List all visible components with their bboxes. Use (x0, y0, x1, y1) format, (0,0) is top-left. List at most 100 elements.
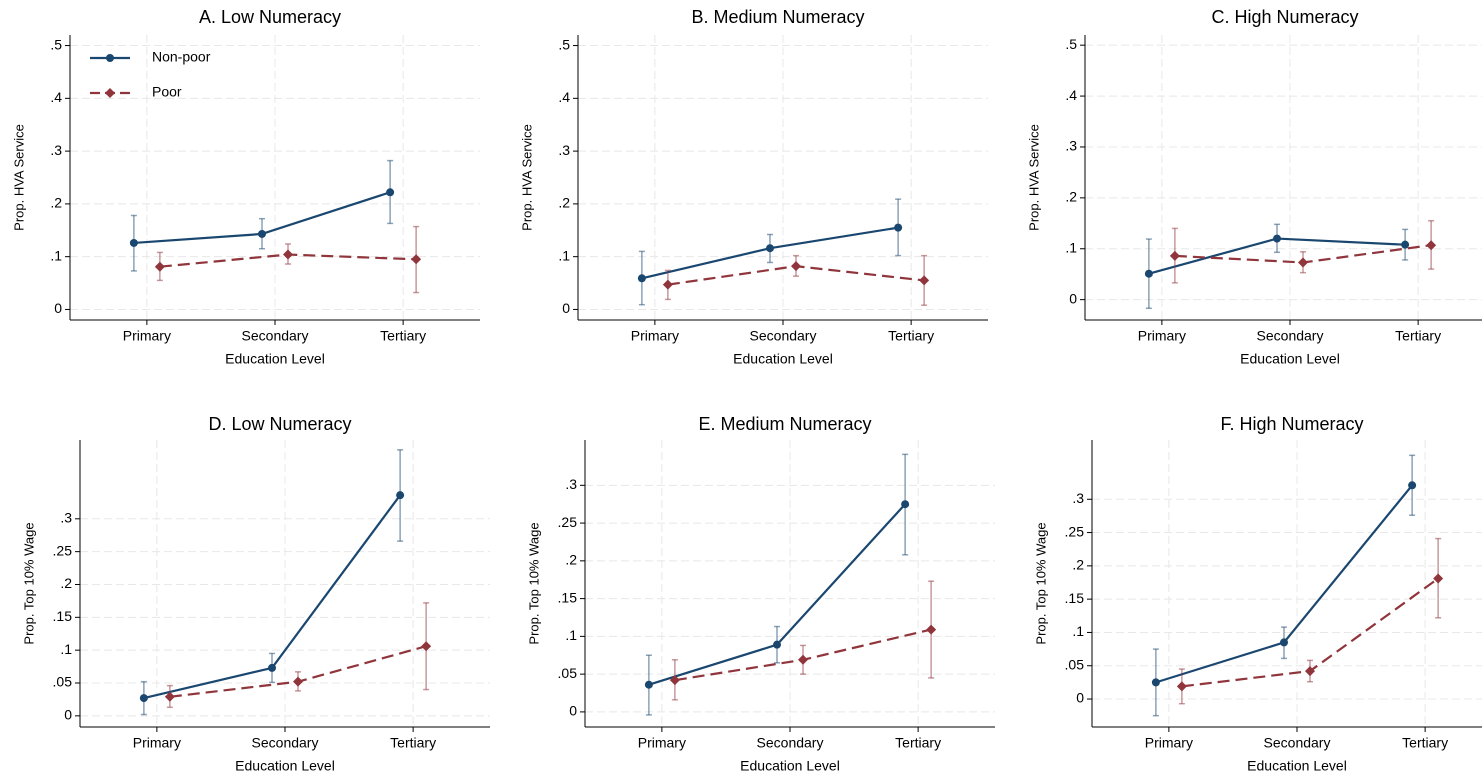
panel-title: B. Medium Numeracy (691, 7, 864, 27)
legend-marker (105, 88, 115, 98)
y-tick-label: 0 (54, 300, 62, 316)
y-tick-label: .3 (565, 476, 577, 492)
point (1426, 240, 1437, 251)
x-tick-label: Primary (638, 735, 686, 751)
y-tick-label: .1 (565, 627, 577, 643)
y-tick-label: .1 (558, 247, 570, 263)
y-tick-label: .2 (1072, 557, 1084, 573)
point (1433, 573, 1444, 584)
y-tick-label: 0 (1076, 690, 1084, 706)
x-tick-label: Primary (1138, 328, 1186, 344)
y-tick-label: .05 (1065, 656, 1085, 672)
point (901, 500, 910, 509)
y-tick-label: .25 (53, 542, 73, 558)
x-tick-label: Secondary (242, 328, 309, 344)
y-tick-label: .05 (53, 674, 73, 690)
point (1280, 638, 1288, 647)
x-tick-label: Primary (631, 328, 679, 344)
legend-marker (106, 54, 114, 62)
legend-label: Non-poor (152, 49, 211, 65)
point (1273, 234, 1281, 243)
x-tick-label: Tertiary (380, 328, 426, 344)
panel-title: A. Low Numeracy (199, 7, 341, 27)
panel-title: C. High Numeracy (1211, 7, 1358, 27)
point (164, 691, 175, 702)
y-tick-label: .15 (53, 608, 73, 624)
y-tick-label: .2 (558, 195, 570, 211)
y-tick-label: .2 (565, 552, 577, 568)
point (258, 229, 266, 238)
point (1176, 681, 1187, 692)
y-axis-label: Prop. Top 10% Wage (1033, 522, 1048, 644)
point (662, 279, 673, 290)
point (894, 223, 903, 232)
x-axis-label: Education Level (235, 758, 335, 774)
point (669, 675, 680, 686)
y-tick-label: .4 (558, 89, 570, 105)
y-tick-label: .1 (50, 247, 62, 263)
panel-title: F. High Numeracy (1220, 414, 1363, 434)
point (1169, 250, 1180, 261)
legend-label: Poor (152, 84, 182, 100)
y-tick-label: .2 (1065, 189, 1077, 205)
point (293, 676, 303, 687)
y-tick-label: .1 (1072, 623, 1084, 639)
x-axis-label: Education Level (733, 351, 833, 367)
y-tick-label: 0 (64, 707, 72, 723)
x-axis-label: Education Level (225, 351, 325, 367)
y-tick-label: .15 (558, 589, 578, 605)
point (1298, 257, 1308, 268)
point (1401, 240, 1410, 249)
point (637, 274, 646, 283)
x-tick-label: Primary (1145, 735, 1193, 751)
point (139, 694, 148, 703)
y-tick-label: .15 (1065, 590, 1085, 606)
y-axis-label: Prop. Top 10% Wage (526, 522, 541, 644)
y-tick-label: .5 (1065, 36, 1077, 52)
y-tick-label: .3 (1065, 138, 1077, 154)
point (154, 261, 165, 272)
y-tick-label: .1 (1065, 239, 1077, 255)
point (1305, 666, 1315, 677)
point (791, 261, 801, 272)
y-tick-label: .5 (558, 36, 570, 52)
x-axis-label: Education Level (1247, 758, 1347, 774)
y-tick-label: .2 (60, 575, 72, 591)
x-tick-label: Secondary (750, 328, 817, 344)
point (268, 663, 276, 672)
y-axis-label: Prop. HVA Service (519, 124, 534, 231)
point (926, 624, 937, 635)
point (386, 188, 395, 197)
y-tick-label: .1 (60, 641, 72, 657)
point (1408, 481, 1417, 490)
point (129, 238, 138, 247)
x-tick-label: Tertiary (390, 735, 436, 751)
point (396, 491, 405, 500)
x-tick-label: Secondary (757, 735, 824, 751)
x-tick-label: Secondary (1257, 328, 1324, 344)
point (411, 254, 422, 265)
y-tick-label: .4 (50, 89, 62, 105)
point (773, 640, 781, 649)
y-tick-label: .3 (1072, 490, 1084, 506)
x-tick-label: Tertiary (895, 735, 941, 751)
y-tick-label: .3 (60, 510, 72, 526)
y-axis-label: Prop. HVA Service (11, 124, 26, 231)
y-tick-label: .4 (1065, 87, 1077, 103)
y-axis-label: Prop. HVA Service (1026, 124, 1041, 231)
point (766, 244, 774, 253)
point (421, 641, 432, 652)
x-axis-label: Education Level (1240, 351, 1340, 367)
y-tick-label: .5 (50, 36, 62, 52)
y-tick-label: 0 (562, 300, 570, 316)
y-tick-label: .2 (50, 195, 62, 211)
x-axis-label: Education Level (740, 758, 840, 774)
y-tick-label: .25 (558, 514, 578, 530)
x-tick-label: Tertiary (1402, 735, 1448, 751)
y-tick-label: 0 (1069, 290, 1077, 306)
y-tick-label: .3 (558, 142, 570, 158)
point (644, 680, 653, 689)
y-axis-label: Prop. Top 10% Wage (21, 522, 36, 644)
y-tick-label: .05 (558, 665, 578, 681)
